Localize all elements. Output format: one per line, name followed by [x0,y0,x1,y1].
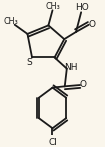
Text: CH₃: CH₃ [46,2,60,11]
Text: NH: NH [64,63,78,72]
Text: S: S [27,58,32,67]
Text: O: O [80,80,87,89]
Text: CH₃: CH₃ [4,17,18,26]
Text: HO: HO [75,3,89,12]
Text: Cl: Cl [48,137,57,147]
Text: O: O [89,20,96,29]
